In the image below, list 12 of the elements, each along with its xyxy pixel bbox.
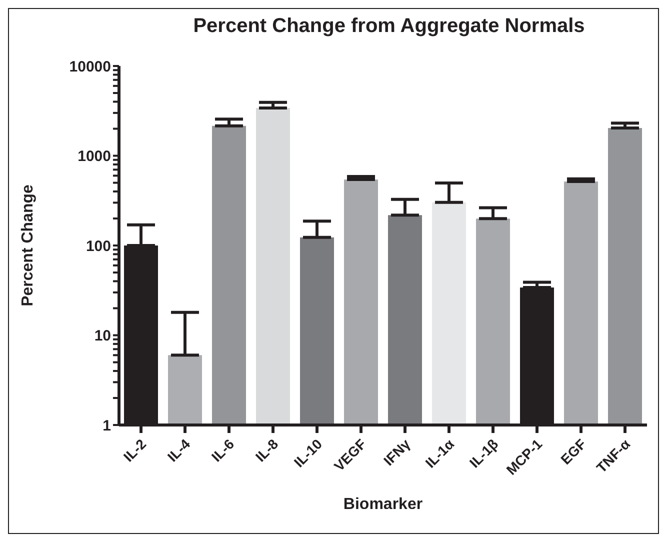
- y-tick-label: 100: [86, 238, 111, 255]
- x-tick-label: IL-2: [120, 436, 150, 465]
- x-axis-title: Biomarker: [343, 496, 423, 513]
- y-tick-label: 1: [102, 417, 111, 434]
- y-axis-title: Percent Change: [20, 184, 37, 306]
- y-tick-label: 10: [94, 328, 111, 345]
- y-tick-label: 10000: [69, 58, 111, 76]
- x-tick-label: IL-8: [252, 436, 282, 465]
- x-tick-label: IL-6: [208, 436, 238, 465]
- y-tick-label: 1000: [78, 148, 111, 166]
- x-tick-label: IL-4: [164, 436, 194, 465]
- chart-title: Percent Change from Aggregate Normals: [192, 15, 586, 38]
